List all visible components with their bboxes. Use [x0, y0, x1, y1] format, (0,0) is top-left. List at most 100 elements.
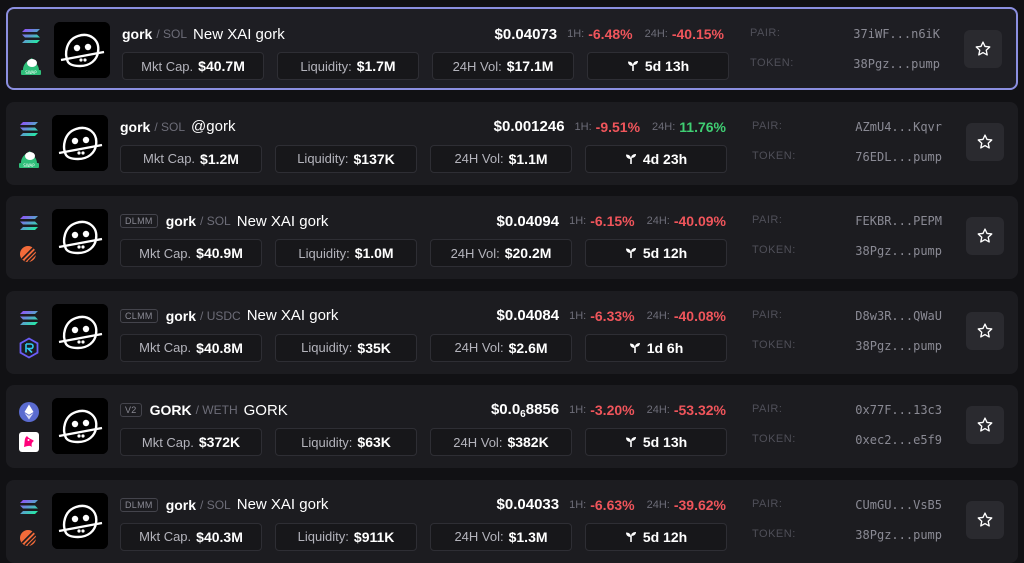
favorite-button[interactable] [964, 30, 1002, 68]
pool-age-box: 5d 12h [585, 239, 727, 267]
token-address-value[interactable]: 76EDL...pump [855, 149, 942, 164]
market-cap-label: Mkt Cap. [139, 340, 192, 355]
quote-symbol: / WETH [195, 403, 238, 417]
volume-box: 24H Vol: $2.6M [430, 333, 572, 362]
pair-title[interactable]: DLMM gork / SOL New XAI gork [120, 496, 328, 514]
gork-face-icon [54, 22, 110, 78]
volume-label: 24H Vol: [454, 529, 504, 544]
token-address[interactable]: TOKEN: 38Pgz...pump [752, 339, 942, 355]
market-cap-value: $40.3M [196, 528, 243, 545]
price-value: $0.04094 [497, 213, 560, 230]
pool-age-value: 5d 12h [642, 245, 688, 261]
token-address-value[interactable]: 38Pgz...pump [855, 338, 942, 353]
favorite-button[interactable] [966, 406, 1004, 444]
volume-label: 24H Vol: [452, 58, 502, 74]
chain-dex-icons [18, 305, 40, 363]
change-24h-label: 24H: [644, 28, 668, 40]
pair-address-label: PAIR: [752, 214, 783, 226]
token-address[interactable]: TOKEN: 38Pgz...pump [752, 528, 942, 544]
pair-title[interactable]: DLMM gork / SOL New XAI gork [120, 212, 328, 230]
pair-address-value[interactable]: 37iWF...n6iK [853, 27, 940, 41]
pair-address[interactable]: PAIR: 0x77F...13c3 [752, 403, 942, 419]
token-address-value[interactable]: 38Pgz...pump [853, 57, 940, 71]
token-address-value[interactable]: 0xec2...e5f9 [855, 433, 942, 447]
market-cap-box: Mkt Cap. $40.3M [120, 522, 262, 551]
pair-title[interactable]: V2 GORK / WETH GORK [120, 401, 288, 419]
pair-row[interactable]: SWAP gork / SOL @gork $0.001246 1H: -9.5… [6, 101, 1018, 185]
change-1h: -6.15% [590, 213, 635, 229]
pair-row[interactable]: V2 GORK / WETH GORK $0.068856 1H: -3.20%… [6, 385, 1018, 468]
token-name: New XAI gork [236, 212, 329, 230]
quote-symbol: / SOL [200, 497, 231, 512]
gork-face-icon [52, 303, 108, 360]
pair-address-value[interactable]: AZmU4...Kqvr [855, 119, 942, 134]
favorite-button[interactable] [966, 500, 1004, 539]
price-line: $0.04033 1H: -6.63% 24H: -39.62% [497, 496, 726, 514]
market-cap-value: $40.9M [196, 245, 243, 261]
pair-address[interactable]: PAIR: FEKBR...PEPM [752, 214, 942, 230]
market-cap-box: Mkt Cap. $40.9M [120, 239, 262, 267]
token-address[interactable]: TOKEN: 38Pgz...pump [752, 244, 942, 260]
svg-text:SWAP: SWAP [23, 163, 35, 168]
token-avatar [52, 114, 108, 171]
token-address[interactable]: TOKEN: 0xec2...e5f9 [752, 433, 942, 449]
change-24h-label: 24H: [646, 309, 670, 322]
token-address[interactable]: TOKEN: 76EDL...pump [752, 150, 942, 166]
pair-row[interactable]: CLMM gork / USDC New XAI gork $0.04084 1… [6, 290, 1018, 374]
volume-box: 24H Vol: $1.1M [430, 144, 572, 173]
token-name: New XAI gork [236, 496, 329, 513]
sprout-icon [625, 437, 636, 447]
volume-label: 24H Vol: [450, 245, 500, 261]
volume-box: 24H Vol: $17.1M [432, 52, 574, 80]
volume-value: $17.1M [506, 58, 554, 74]
liquidity-box: Liquidity: $63K [275, 428, 417, 456]
token-address[interactable]: TOKEN: 38Pgz...pump [750, 57, 940, 73]
pool-age-box: 5d 12h [585, 522, 727, 551]
pair-address-value[interactable]: D8w3R...QWaU [855, 308, 942, 323]
token-address-label: TOKEN: [752, 149, 796, 162]
price-value: $0.068856 [491, 401, 559, 420]
price-value: $0.04033 [497, 496, 560, 513]
pair-address-value[interactable]: 0x77F...13c3 [855, 403, 942, 417]
pair-title[interactable]: gork / SOL @gork [120, 118, 235, 136]
pair-title[interactable]: gork / SOL New XAI gork [122, 25, 285, 43]
pair-row[interactable]: DLMM gork / SOL New XAI gork $0.04033 1H… [6, 479, 1018, 563]
pair-address-value[interactable]: CUmGU...VsB5 [855, 497, 942, 512]
favorite-button[interactable] [966, 311, 1004, 350]
pool-type-tag: DLMM [120, 214, 158, 228]
pair-address[interactable]: PAIR: CUmGU...VsB5 [752, 498, 942, 514]
token-address-value[interactable]: 38Pgz...pump [855, 527, 942, 542]
token-name: @gork [191, 118, 236, 135]
quote-symbol: / SOL [200, 214, 231, 228]
token-address-value[interactable]: 38Pgz...pump [855, 244, 942, 258]
change-1h: -9.51% [595, 118, 641, 135]
volume-box: 24H Vol: $20.2M [430, 239, 572, 267]
liquidity-box: Liquidity: $1.0M [275, 239, 417, 267]
market-cap-box: Mkt Cap. $40.7M [122, 52, 264, 80]
market-cap-value: $40.8M [196, 339, 243, 356]
solana-icon [18, 307, 40, 329]
pair-address[interactable]: PAIR: 37iWF...n6iK [750, 27, 940, 43]
pair-address[interactable]: PAIR: D8w3R...QWaU [752, 309, 942, 325]
favorite-button[interactable] [966, 217, 1004, 255]
change-24h: -53.32% [673, 402, 726, 418]
sprout-icon [625, 531, 636, 542]
liquidity-label: Liquidity: [301, 340, 353, 355]
change-24h-label: 24H: [646, 215, 670, 227]
sprout-icon [627, 61, 638, 71]
star-icon [975, 41, 991, 56]
pair-row[interactable]: DLMM gork / SOL New XAI gork $0.04094 1H… [6, 196, 1018, 279]
chain-dex-icons [18, 494, 40, 552]
token-avatar [54, 22, 110, 78]
market-cap-value: $372K [198, 434, 241, 450]
liquidity-value: $35K [357, 339, 391, 356]
pair-row[interactable]: SWAP gork / SOL New XAI gork $0.04073 1H… [6, 7, 1018, 90]
token-avatar [52, 303, 108, 360]
pool-type-tag: CLMM [120, 308, 158, 323]
liquidity-value: $1.7M [356, 58, 396, 74]
price-main: $0.001246 [493, 118, 565, 135]
pair-address[interactable]: PAIR: AZmU4...Kqvr [752, 120, 942, 136]
pair-title[interactable]: CLMM gork / USDC New XAI gork [120, 307, 338, 325]
favorite-button[interactable] [966, 122, 1004, 161]
pair-address-value[interactable]: FEKBR...PEPM [855, 214, 942, 228]
